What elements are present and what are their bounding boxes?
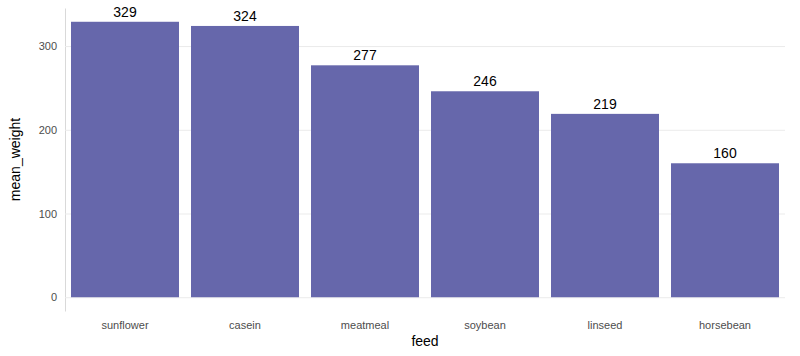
- bar: [431, 91, 539, 297]
- data-label: 329: [113, 4, 137, 20]
- x-tick-label: casein: [229, 319, 261, 331]
- x-tick: soybean: [464, 319, 506, 331]
- bar: [191, 26, 299, 297]
- data-label: 219: [593, 96, 617, 112]
- data-label: 277: [353, 47, 377, 63]
- x-tick-label: meatmeal: [341, 319, 389, 331]
- bar: [671, 163, 779, 297]
- data-labels: 329 324 277 246 219 160: [113, 4, 737, 161]
- x-tick-label: linseed: [588, 319, 623, 331]
- plot-area: 0 100 200 300 sunflower casein meatmeal soybean…: [39, 4, 785, 331]
- x-axis: sunflower casein meatmeal soybean linseed hor…: [101, 319, 751, 331]
- x-tick-label: sunflower: [101, 319, 148, 331]
- data-label: 246: [473, 73, 497, 89]
- bars: [71, 22, 779, 297]
- chart: 0 100 200 300 sunflower casein meatmeal soybean…: [0, 0, 800, 356]
- y-tick-label: 300: [39, 40, 57, 52]
- grid-line: [65, 297, 785, 298]
- data-label: 324: [233, 8, 257, 24]
- x-tick: linseed: [588, 319, 623, 331]
- x-tick: sunflower: [101, 319, 148, 331]
- y-axis-title: mean_weight: [7, 118, 23, 201]
- bar: [71, 22, 179, 297]
- bar: [311, 65, 419, 297]
- bar: [551, 114, 659, 297]
- y-tick-label: 0: [51, 291, 57, 303]
- y-tick-label: 200: [39, 124, 57, 136]
- data-label: 160: [713, 145, 737, 161]
- x-tick-label: soybean: [464, 319, 506, 331]
- y-axis: 0 100 200 300: [39, 9, 785, 312]
- x-tick: horsebean: [699, 319, 751, 331]
- x-tick: casein: [229, 319, 261, 331]
- y-tick-label: 100: [39, 208, 57, 220]
- x-tick: meatmeal: [341, 319, 389, 331]
- x-axis-title: feed: [411, 333, 438, 349]
- y-axis-line: [65, 9, 66, 312]
- x-tick-label: horsebean: [699, 319, 751, 331]
